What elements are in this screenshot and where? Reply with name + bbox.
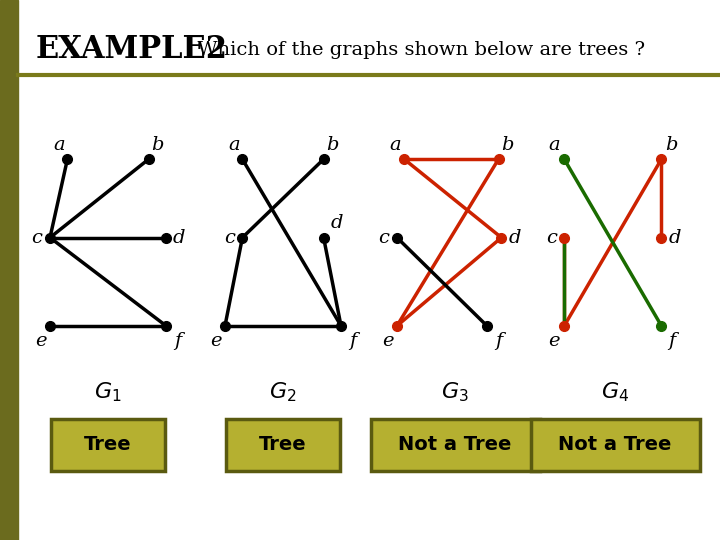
Text: d: d <box>508 228 521 247</box>
Text: c: c <box>546 228 557 247</box>
Text: d: d <box>330 214 343 232</box>
Text: f: f <box>349 332 356 349</box>
Text: $G_4$: $G_4$ <box>601 380 629 404</box>
Text: c: c <box>224 228 235 247</box>
FancyBboxPatch shape <box>531 419 700 471</box>
Text: c: c <box>32 228 42 247</box>
Text: d: d <box>668 228 680 247</box>
Text: a: a <box>390 136 401 153</box>
Text: a: a <box>53 136 65 153</box>
FancyBboxPatch shape <box>51 419 165 471</box>
Text: b: b <box>501 136 513 153</box>
Text: a: a <box>549 136 560 153</box>
Text: Not a Tree: Not a Tree <box>398 435 512 455</box>
Text: Which of the graphs shown below are trees ?: Which of the graphs shown below are tree… <box>185 41 645 59</box>
Text: d: d <box>173 228 185 247</box>
Text: $G_1$: $G_1$ <box>94 380 122 404</box>
Text: e: e <box>382 332 394 349</box>
Text: e: e <box>210 332 222 349</box>
Text: f: f <box>668 332 675 349</box>
Text: b: b <box>326 136 338 153</box>
Text: $G_3$: $G_3$ <box>441 380 469 404</box>
Text: $G_2$: $G_2$ <box>269 380 297 404</box>
Text: c: c <box>379 228 390 247</box>
Text: b: b <box>151 136 163 153</box>
Text: a: a <box>228 136 240 153</box>
Text: e: e <box>35 332 47 349</box>
Text: Tree: Tree <box>84 435 132 455</box>
Text: b: b <box>665 136 678 153</box>
Text: Tree: Tree <box>259 435 307 455</box>
Text: f: f <box>495 332 502 349</box>
Text: Not a Tree: Not a Tree <box>558 435 672 455</box>
Text: e: e <box>549 332 560 349</box>
Bar <box>0 0 18 540</box>
Text: EXAMPLE2: EXAMPLE2 <box>36 35 228 65</box>
FancyBboxPatch shape <box>226 419 340 471</box>
FancyBboxPatch shape <box>371 419 539 471</box>
Text: f: f <box>174 332 181 349</box>
